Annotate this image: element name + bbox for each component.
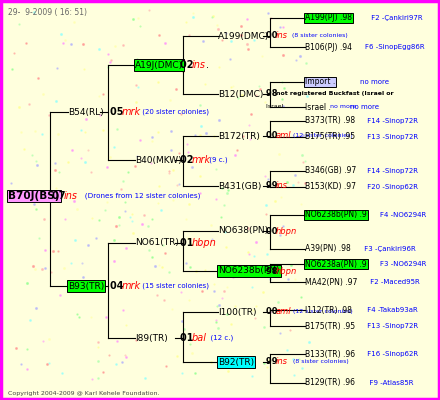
Text: B175(TR) .95: B175(TR) .95 bbox=[305, 132, 355, 142]
Text: ins: ins bbox=[192, 60, 206, 70]
Text: (12 sister colonies): (12 sister colonies) bbox=[289, 134, 353, 138]
Text: aml: aml bbox=[276, 308, 292, 316]
Text: B133(TR) .96: B133(TR) .96 bbox=[305, 350, 355, 358]
Text: 98: 98 bbox=[266, 266, 280, 276]
Text: F14 -Sinop72R: F14 -Sinop72R bbox=[365, 118, 418, 124]
Text: 00: 00 bbox=[266, 132, 280, 140]
Text: 29-  9-2009 ( 16: 51): 29- 9-2009 ( 16: 51) bbox=[8, 8, 87, 17]
Text: B175(TR) .95: B175(TR) .95 bbox=[305, 322, 355, 330]
Text: A19J(DMC): A19J(DMC) bbox=[135, 60, 183, 70]
Text: NO6238b(PN) .9: NO6238b(PN) .9 bbox=[305, 210, 367, 220]
Text: mrk: mrk bbox=[192, 155, 211, 165]
Text: MA42(PN) .97: MA42(PN) .97 bbox=[305, 278, 357, 286]
Text: 98: 98 bbox=[266, 90, 280, 98]
Text: B40(MKW): B40(MKW) bbox=[135, 156, 182, 164]
Text: NO638(PN): NO638(PN) bbox=[218, 226, 268, 236]
Text: F4 -NO6294R: F4 -NO6294R bbox=[380, 212, 426, 218]
Text: A39(PN) .98: A39(PN) .98 bbox=[305, 244, 351, 254]
Text: ins: ins bbox=[276, 358, 288, 366]
Text: 99: 99 bbox=[266, 358, 280, 366]
Text: Copyright 2004-2009 @ Karl Kehele Foundation.: Copyright 2004-2009 @ Karl Kehele Founda… bbox=[8, 390, 159, 396]
Text: (8 sister colonies): (8 sister colonies) bbox=[289, 360, 349, 364]
Text: 01: 01 bbox=[180, 238, 197, 248]
Text: (Drones from 12 sister colonies): (Drones from 12 sister colonies) bbox=[78, 193, 200, 199]
Text: A199(DMC): A199(DMC) bbox=[218, 32, 269, 40]
Text: Import .: Import . bbox=[305, 78, 335, 86]
Text: hbpn: hbpn bbox=[276, 226, 297, 236]
Text: Israel .: Israel . bbox=[266, 104, 287, 110]
Text: B92(TR): B92(TR) bbox=[218, 358, 254, 366]
Text: mrk: mrk bbox=[122, 281, 141, 291]
Text: 99: 99 bbox=[266, 182, 280, 190]
Text: not registered Buckfast (Israel or: not registered Buckfast (Israel or bbox=[276, 92, 394, 96]
Text: 07: 07 bbox=[52, 191, 69, 201]
Text: B106(PJ) .94: B106(PJ) .94 bbox=[305, 42, 352, 52]
Text: mrk: mrk bbox=[122, 107, 141, 117]
Text: .: . bbox=[206, 60, 209, 70]
Text: no more: no more bbox=[330, 104, 356, 110]
Text: NO61(TR): NO61(TR) bbox=[135, 238, 179, 248]
Text: F3 -NO6294R: F3 -NO6294R bbox=[380, 261, 426, 267]
Text: F2 -Maced95R: F2 -Maced95R bbox=[368, 279, 420, 285]
Text: hbpn: hbpn bbox=[276, 266, 297, 276]
Text: B153(KD) .97: B153(KD) .97 bbox=[305, 182, 356, 192]
Text: I112(TR) .98: I112(TR) .98 bbox=[305, 306, 352, 314]
Text: aml: aml bbox=[276, 132, 292, 140]
Text: NO6238b(PN): NO6238b(PN) bbox=[218, 266, 279, 276]
Text: ins: ins bbox=[276, 182, 288, 190]
Text: B93(TR): B93(TR) bbox=[68, 282, 104, 290]
Text: (15 sister colonies): (15 sister colonies) bbox=[140, 283, 209, 289]
Text: B431(GB): B431(GB) bbox=[218, 182, 261, 190]
Text: B373(TR) .98: B373(TR) .98 bbox=[305, 116, 355, 126]
Text: (8 sister colonies): (8 sister colonies) bbox=[288, 34, 348, 38]
Text: NO6238a(PN) .9: NO6238a(PN) .9 bbox=[305, 260, 367, 268]
Text: B172(TR): B172(TR) bbox=[218, 132, 260, 140]
Text: 00: 00 bbox=[266, 308, 280, 316]
Text: (12 c.): (12 c.) bbox=[206, 335, 233, 341]
Text: B12(DMC): B12(DMC) bbox=[218, 90, 264, 98]
Text: I89(TR): I89(TR) bbox=[135, 334, 168, 342]
Text: B54(RL): B54(RL) bbox=[68, 108, 104, 116]
Text: no more: no more bbox=[350, 104, 379, 110]
Text: 01: 01 bbox=[180, 333, 197, 343]
Text: ins: ins bbox=[64, 191, 78, 201]
Text: Israel .: Israel . bbox=[305, 102, 331, 112]
Text: F9 -Atlas85R: F9 -Atlas85R bbox=[365, 380, 414, 386]
Text: A199(PJ) .98: A199(PJ) .98 bbox=[305, 14, 352, 22]
Text: (9 c.): (9 c.) bbox=[207, 157, 227, 163]
Text: (20 sister colonies): (20 sister colonies) bbox=[140, 109, 209, 115]
Text: I100(TR): I100(TR) bbox=[218, 308, 257, 316]
Text: F13 -Sinop72R: F13 -Sinop72R bbox=[365, 323, 418, 329]
Text: B70J(BS): B70J(BS) bbox=[8, 191, 59, 201]
Text: F2 -Çankiri97R: F2 -Çankiri97R bbox=[369, 15, 423, 21]
Text: no more: no more bbox=[360, 79, 389, 85]
Text: 02: 02 bbox=[180, 155, 197, 165]
Text: F6 -SinopEgg86R: F6 -SinopEgg86R bbox=[365, 44, 425, 50]
Text: 00: 00 bbox=[266, 226, 280, 236]
Text: hbpn: hbpn bbox=[192, 238, 217, 248]
Text: F3 -Çankiri96R: F3 -Çankiri96R bbox=[362, 246, 416, 252]
Text: (12 sister colonies): (12 sister colonies) bbox=[289, 310, 353, 314]
Text: 05: 05 bbox=[110, 107, 127, 117]
Text: F4 -Takab93aR: F4 -Takab93aR bbox=[365, 307, 418, 313]
Text: bal: bal bbox=[192, 333, 207, 343]
Text: F16 -Sinop62R: F16 -Sinop62R bbox=[365, 351, 418, 357]
Text: 04: 04 bbox=[110, 281, 127, 291]
Text: B129(TR) .96: B129(TR) .96 bbox=[305, 378, 355, 388]
Text: F14 -Sinop72R: F14 -Sinop72R bbox=[365, 168, 418, 174]
Text: B346(GB) .97: B346(GB) .97 bbox=[305, 166, 356, 176]
Text: 02: 02 bbox=[180, 60, 197, 70]
Text: 00: 00 bbox=[266, 32, 280, 40]
Text: F20 -Sinop62R: F20 -Sinop62R bbox=[365, 184, 418, 190]
Text: ins: ins bbox=[276, 32, 288, 40]
Text: F13 -Sinop72R: F13 -Sinop72R bbox=[365, 134, 418, 140]
